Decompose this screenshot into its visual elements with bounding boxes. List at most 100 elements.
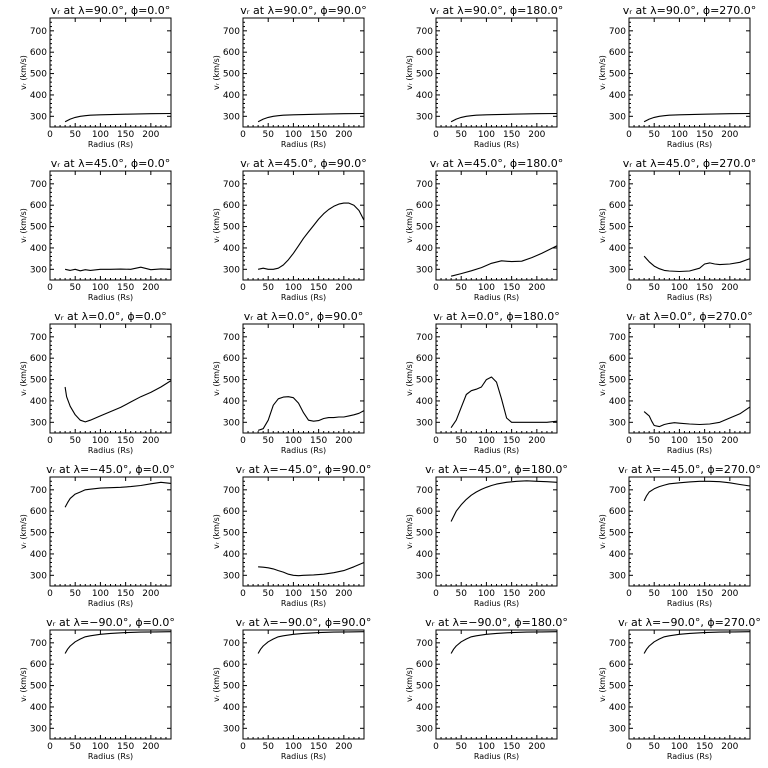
chart-title: vᵣ at λ=0.0°, ϕ=180.0°	[433, 310, 560, 323]
y-tick-label: 700	[223, 27, 240, 37]
y-tick-label: 700	[416, 333, 433, 343]
y-tick-label: 500	[416, 376, 433, 386]
y-axis-label: vᵣ (km/s)	[212, 208, 221, 243]
x-tick-label: 200	[142, 436, 159, 446]
x-tick-label: 0	[626, 283, 632, 293]
series-line	[450, 631, 558, 654]
chart-panel: vᵣ at λ=−45.0°, ϕ=270.0° 0 50 100 150 200 300 4…	[598, 463, 761, 608]
x-tick-label: 0	[47, 283, 53, 293]
chart-title: vᵣ at λ=45.0°, ϕ=90.0°	[240, 157, 367, 170]
x-tick-label: 100	[285, 589, 302, 599]
x-tick-label: 0	[433, 589, 439, 599]
chart-title: vᵣ at λ=−90.0°, ϕ=90.0°	[236, 616, 372, 629]
chart-panel: vᵣ at λ=90.0°, ϕ=180.0° 0 50 100 150 200 300 40…	[405, 4, 563, 149]
y-tick-label: 700	[30, 486, 47, 496]
y-tick-label: 500	[223, 529, 240, 539]
chart-title: vᵣ at λ=−45.0°, ϕ=270.0°	[618, 463, 761, 476]
y-tick-label: 400	[30, 244, 47, 254]
x-tick-label: 100	[671, 589, 688, 599]
chart-title: vᵣ at λ=−90.0°, ϕ=270.0°	[618, 616, 761, 629]
x-axis-label: Radius (Rs)	[88, 599, 133, 608]
plot-frame	[628, 476, 751, 587]
y-tick-label: 300	[223, 724, 240, 734]
series-line	[64, 112, 172, 123]
plot-frame	[435, 170, 558, 281]
x-tick-label: 50	[648, 283, 660, 293]
y-tick-label: 400	[223, 244, 240, 254]
y-tick-label: 400	[223, 397, 240, 407]
x-tick-label: 150	[696, 742, 713, 752]
y-tick-label: 700	[609, 333, 626, 343]
y-tick-label: 500	[416, 529, 433, 539]
y-tick-label: 700	[223, 486, 240, 496]
y-tick-label: 300	[223, 571, 240, 581]
x-tick-label: 0	[433, 436, 439, 446]
x-tick-label: 0	[626, 436, 632, 446]
y-tick-label: 500	[609, 529, 626, 539]
plot-frame	[49, 17, 172, 128]
x-tick-label: 150	[503, 130, 520, 140]
x-tick-label: 0	[47, 130, 53, 140]
chart-panel: vᵣ at λ=45.0°, ϕ=270.0° 0 50 100 150 200 300 40…	[598, 157, 756, 302]
x-axis-label: Radius (Rs)	[474, 599, 519, 608]
x-tick-label: 150	[503, 283, 520, 293]
y-axis-label: vᵣ (km/s)	[212, 514, 221, 549]
y-axis-label: vᵣ (km/s)	[405, 208, 414, 243]
series-line	[64, 266, 172, 272]
y-tick-label: 500	[30, 70, 47, 80]
x-tick-label: 100	[92, 130, 109, 140]
y-tick-label: 700	[223, 180, 240, 190]
chart-title: vᵣ at λ=90.0°, ϕ=180.0°	[430, 4, 564, 17]
y-tick-label: 400	[416, 91, 433, 101]
x-tick-label: 100	[92, 589, 109, 599]
x-tick-label: 0	[47, 436, 53, 446]
y-tick-label: 300	[609, 265, 626, 275]
chart-panel: vᵣ at λ=−90.0°, ϕ=0.0° 0 50 100 150 200 300 400…	[19, 616, 175, 761]
x-tick-label: 150	[696, 130, 713, 140]
x-tick-label: 150	[696, 589, 713, 599]
chart-panel: vᵣ at λ=−90.0°, ϕ=270.0° 0 50 100 150 200 300 4…	[598, 616, 761, 761]
chart-panel: vᵣ at λ=−90.0°, ϕ=180.0° 0 50 100 150 200 300 4…	[405, 616, 568, 761]
x-axis-label: Radius (Rs)	[474, 140, 519, 149]
x-tick-label: 200	[335, 283, 352, 293]
series-line	[643, 255, 751, 273]
chart-panel: vᵣ at λ=90.0°, ϕ=270.0° 0 50 100 150 200 300 40…	[598, 4, 756, 149]
y-tick-label: 600	[30, 201, 47, 211]
chart-title: vᵣ at λ=45.0°, ϕ=0.0°	[51, 157, 171, 170]
chart-title: vᵣ at λ=45.0°, ϕ=180.0°	[430, 157, 564, 170]
y-tick-label: 500	[30, 376, 47, 386]
series-line	[257, 396, 365, 431]
x-axis-label: Radius (Rs)	[667, 599, 712, 608]
x-tick-label: 0	[433, 283, 439, 293]
y-axis-label: vᵣ (km/s)	[19, 514, 28, 549]
x-tick-label: 0	[240, 283, 246, 293]
y-tick-label: 400	[30, 550, 47, 560]
x-tick-label: 50	[648, 130, 660, 140]
y-tick-label: 700	[223, 639, 240, 649]
y-tick-label: 600	[223, 660, 240, 670]
x-tick-label: 50	[69, 589, 81, 599]
x-tick-label: 100	[285, 742, 302, 752]
series-line	[257, 631, 365, 654]
y-tick-label: 600	[416, 660, 433, 670]
x-tick-label: 0	[626, 742, 632, 752]
series-line	[64, 631, 172, 654]
chart-title: vᵣ at λ=−45.0°, ϕ=180.0°	[425, 463, 568, 476]
y-tick-label: 700	[30, 639, 47, 649]
x-tick-label: 50	[69, 742, 81, 752]
x-tick-label: 50	[262, 742, 274, 752]
y-tick-label: 600	[609, 48, 626, 58]
x-tick-label: 50	[455, 436, 467, 446]
x-axis-label: Radius (Rs)	[281, 752, 326, 761]
y-tick-label: 400	[416, 397, 433, 407]
x-axis-label: Radius (Rs)	[281, 599, 326, 608]
chart-title: vᵣ at λ=0.0°, ϕ=0.0°	[54, 310, 167, 323]
y-axis-label: vᵣ (km/s)	[19, 208, 28, 243]
y-tick-label: 600	[30, 48, 47, 58]
series-line	[257, 202, 365, 270]
x-axis-label: Radius (Rs)	[474, 752, 519, 761]
series-line	[643, 631, 751, 654]
plot-frame	[628, 17, 751, 128]
y-tick-label: 600	[223, 201, 240, 211]
